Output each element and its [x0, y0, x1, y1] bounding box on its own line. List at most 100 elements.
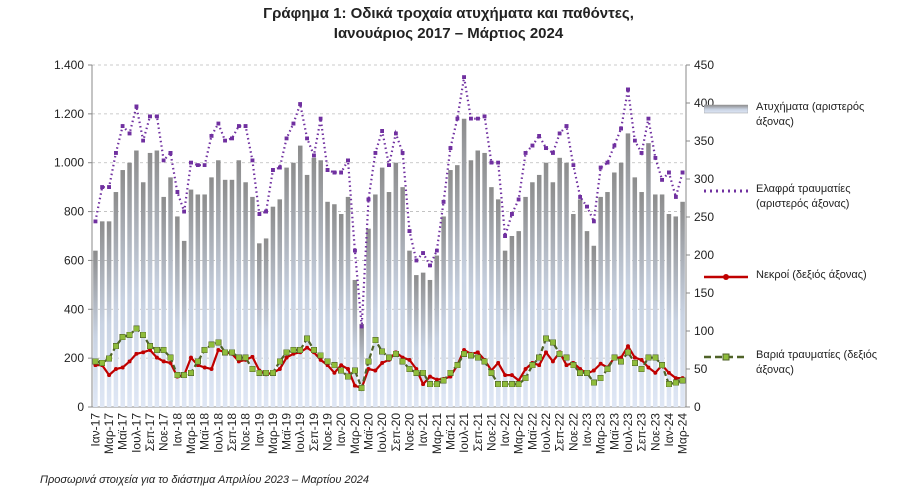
line-serious-injuries: [95, 329, 682, 392]
bar: [154, 150, 160, 407]
bar: [639, 192, 644, 407]
bar: [400, 187, 405, 407]
title-block: Γράφημα 1: Οδικά τροχαία ατυχήματα και π…: [0, 4, 897, 44]
y2-tick-label: 0: [694, 400, 701, 414]
x-tick-label: Σεπ-17: [143, 413, 157, 452]
bar: [489, 187, 494, 407]
bar: [366, 228, 371, 407]
bar: [468, 160, 474, 407]
bar: [209, 177, 214, 407]
bar: [291, 162, 296, 407]
y-tick-label: 400: [64, 302, 84, 316]
x-tick-label: Σεπ-22: [553, 413, 567, 452]
x-tick-label: Ιαν-17: [88, 413, 102, 447]
bar: [277, 199, 283, 407]
legend-swatch: [704, 189, 748, 193]
y-tick-label: 1.000: [54, 156, 84, 170]
y2-tick-label: 100: [694, 324, 714, 338]
y-tick-label: 200: [64, 351, 84, 365]
x-tick-label: Μαϊ-18: [198, 413, 212, 450]
y-tick-label: 1.200: [54, 107, 84, 121]
legend-label: Ελαφρά τραυματίες (αριστερός άξονας): [756, 183, 851, 210]
bar: [263, 238, 269, 407]
x-tick-label: Ιαν-20: [334, 413, 348, 447]
legend-swatch: [704, 274, 748, 280]
bar: [236, 160, 242, 407]
x-tick-label: Ιουλ-21: [457, 413, 471, 453]
bar: [106, 221, 112, 407]
bar: [509, 236, 515, 407]
bar: [557, 157, 562, 407]
x-tick-label: Νοε-18: [239, 413, 253, 451]
x-tick-label: Ιουλ-17: [129, 413, 143, 453]
bar: [577, 199, 583, 407]
bar: [373, 194, 378, 407]
bar: [612, 172, 617, 407]
x-tick-label: Ιουλ-22: [539, 413, 553, 453]
bar: [379, 167, 385, 407]
x-tick-label: Νοε-22: [566, 413, 580, 451]
bar: [229, 179, 235, 407]
bar: [270, 206, 276, 407]
bar: [188, 189, 194, 407]
y-tick-label: 800: [64, 205, 84, 219]
x-tick-label: Ιουλ-23: [621, 413, 635, 453]
x-tick-label: Ιουλ-18: [211, 413, 225, 453]
legend-swatch-box: [704, 350, 748, 364]
x-tick-label: Μαρ-24: [676, 413, 690, 454]
chart-subtitle: Ιανουάριος 2017 – Μάρτιος 2024: [333, 25, 564, 42]
bar: [216, 160, 221, 407]
bar: [584, 231, 590, 407]
bar: [318, 160, 323, 407]
x-tick-label: Μαϊ-22: [525, 413, 539, 450]
bar: [127, 162, 132, 407]
bar: [386, 192, 392, 407]
y2-tick-label: 50: [694, 362, 708, 376]
x-tick-label: Νοε-19: [321, 413, 335, 451]
bar: [495, 199, 501, 407]
x-tick-label: Μαρ-20: [348, 413, 362, 454]
bar: [659, 194, 665, 407]
bar: [543, 162, 549, 407]
y2-tick-label: 150: [694, 286, 714, 300]
x-tick-label: Ιουλ-19: [293, 413, 307, 453]
y2-tick-label: 350: [694, 134, 714, 148]
x-tick-label: Σεπ-20: [389, 413, 403, 452]
bar: [482, 152, 487, 407]
chart-title: Γράφημα 1: Οδικά τροχαία ατυχήματα και π…: [263, 5, 634, 22]
legend-swatch: [704, 353, 748, 361]
x-tick-label: Ιαν-19: [252, 413, 266, 447]
bar: [530, 182, 535, 407]
bar: [666, 214, 672, 407]
bar: [571, 214, 576, 407]
x-tick-label: Νοε-21: [484, 413, 498, 451]
x-tick-label: Ιαν-21: [416, 413, 430, 447]
bar: [120, 170, 125, 407]
bar: [257, 243, 262, 407]
line-slight-injuries: [93, 75, 685, 329]
x-tick-label: Ιαν-18: [170, 413, 184, 447]
bar: [393, 162, 399, 407]
legend-swatch-box: [704, 270, 748, 284]
legend-swatch-box: [703, 102, 749, 116]
bar: [325, 201, 330, 407]
bar: [414, 275, 419, 407]
legend-label: Νεκροί (δεξιός άξονας): [756, 269, 867, 281]
x-tick-label: Μαρ-21: [430, 413, 444, 454]
x-tick-label: Μαϊ-21: [443, 413, 457, 450]
x-tick-label: Νοε-23: [648, 413, 662, 451]
bar: [475, 150, 481, 407]
bar: [407, 250, 412, 407]
x-tick-label: Μαρ-17: [102, 413, 116, 454]
bar: [653, 194, 658, 407]
x-tick-label: Μαρ-18: [184, 413, 198, 454]
x-tick-label: Μαρ-22: [512, 413, 526, 454]
bar: [175, 216, 180, 407]
bar: [455, 165, 460, 407]
y2-tick-label: 450: [694, 58, 714, 72]
legend-swatch: [703, 104, 749, 114]
bar: [99, 221, 105, 407]
x-tick-label: Σεπ-21: [471, 413, 485, 452]
bar: [359, 323, 364, 407]
x-tick-label: Μαϊ-17: [116, 413, 130, 450]
